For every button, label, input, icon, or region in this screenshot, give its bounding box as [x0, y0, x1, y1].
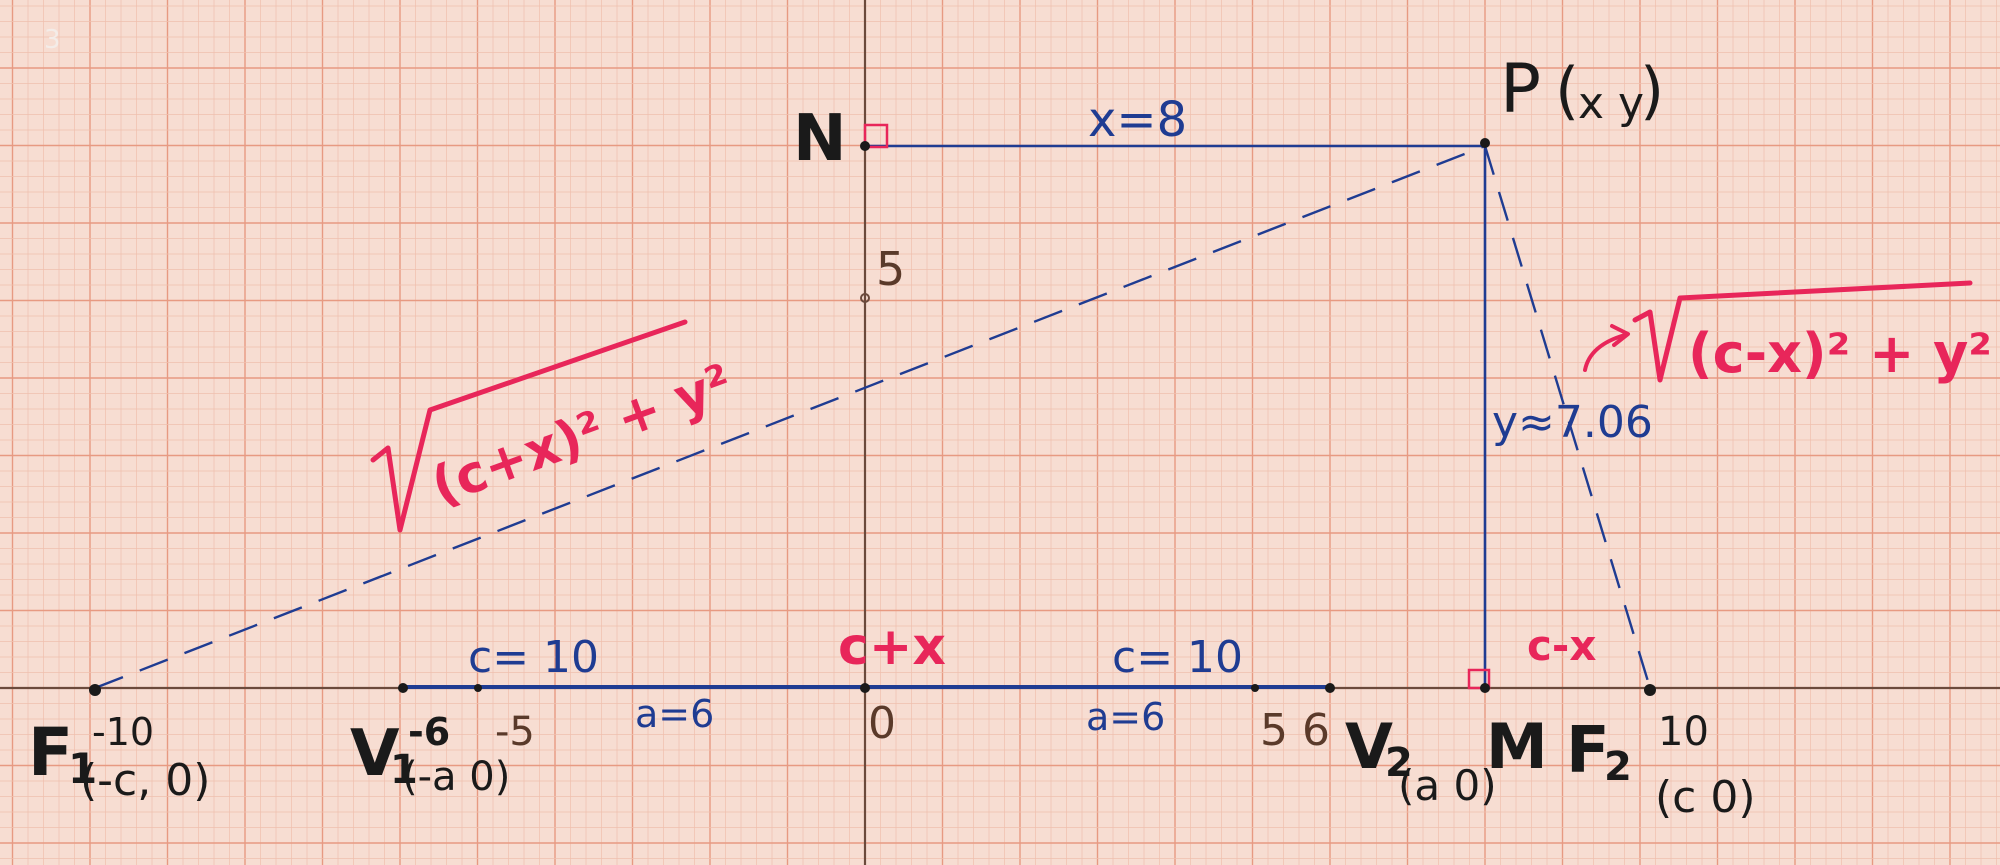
label-v1-coords: (-a 0) [402, 754, 510, 800]
label-a6-left: a=6 [635, 692, 714, 736]
label-f2-coords: (c 0) [1655, 772, 1756, 823]
label-f2-x: 10 [1658, 709, 1709, 755]
label-v2-sub: 2 [1385, 740, 1413, 786]
label-m: M [1486, 710, 1548, 783]
point-v1 [398, 683, 408, 693]
label-a6-right: a=6 [1086, 695, 1165, 739]
label-p-paren-close: ) [1640, 54, 1664, 127]
label-p: P [1500, 50, 1541, 129]
label-y-segment: y≈7.06 [1492, 397, 1653, 448]
label-c10-left: c= 10 [468, 632, 599, 683]
label-tick-neg5: -5 [495, 709, 535, 755]
right-angle-marker-m [1467, 668, 1491, 690]
label-tick-5-6: 5 6 [1260, 705, 1330, 756]
label-v1-sub: 1 [390, 747, 418, 793]
label-y-tick-5: 5 [876, 242, 905, 296]
corner-mark: 3 [44, 25, 61, 55]
label-p-paren-open: ( [1555, 54, 1579, 127]
label-v2: V [1345, 710, 1393, 783]
label-f2: F [1566, 714, 1610, 788]
sqrt-sign-right [1632, 280, 1973, 383]
label-x-segment: x=8 [1088, 92, 1187, 148]
point-5 [1251, 684, 1259, 692]
pointer-arrow [1583, 333, 1627, 372]
point-f2 [1644, 684, 1656, 696]
label-v2-coords: (a 0) [1398, 761, 1497, 810]
sqrt-sign-left [370, 319, 688, 533]
tick-y-5 [860, 293, 870, 303]
label-f1-coords: (-c, 0) [80, 755, 210, 806]
point-v2 [1325, 683, 1335, 693]
label-f1-x: -10 [92, 710, 154, 754]
point-m [1480, 683, 1490, 693]
point-n [860, 141, 870, 151]
label-v1-x: -6 [408, 710, 450, 754]
pointer-arrowhead [1610, 324, 1630, 347]
point-p [1480, 138, 1490, 148]
label-n: N [793, 102, 847, 176]
label-c-minus-x: c-x [1527, 621, 1596, 670]
right-angle-marker-n [863, 123, 889, 149]
point-neg5 [474, 684, 482, 692]
point-origin [860, 683, 870, 693]
label-f2-sub: 2 [1604, 744, 1632, 790]
label-origin: 0 [868, 698, 896, 749]
label-f1-sub: 1 [68, 744, 97, 793]
label-sqrt-right: (c-x)² + y² [1688, 322, 1992, 385]
label-f1: F [28, 714, 73, 791]
label-c10-right: c= 10 [1112, 632, 1243, 683]
label-p-coords: x y [1578, 78, 1644, 129]
label-c-plus-x: c+x [838, 617, 946, 677]
point-f1 [89, 684, 101, 696]
dashed-line-f1-p [94, 144, 1486, 690]
label-v1: V [350, 717, 400, 791]
